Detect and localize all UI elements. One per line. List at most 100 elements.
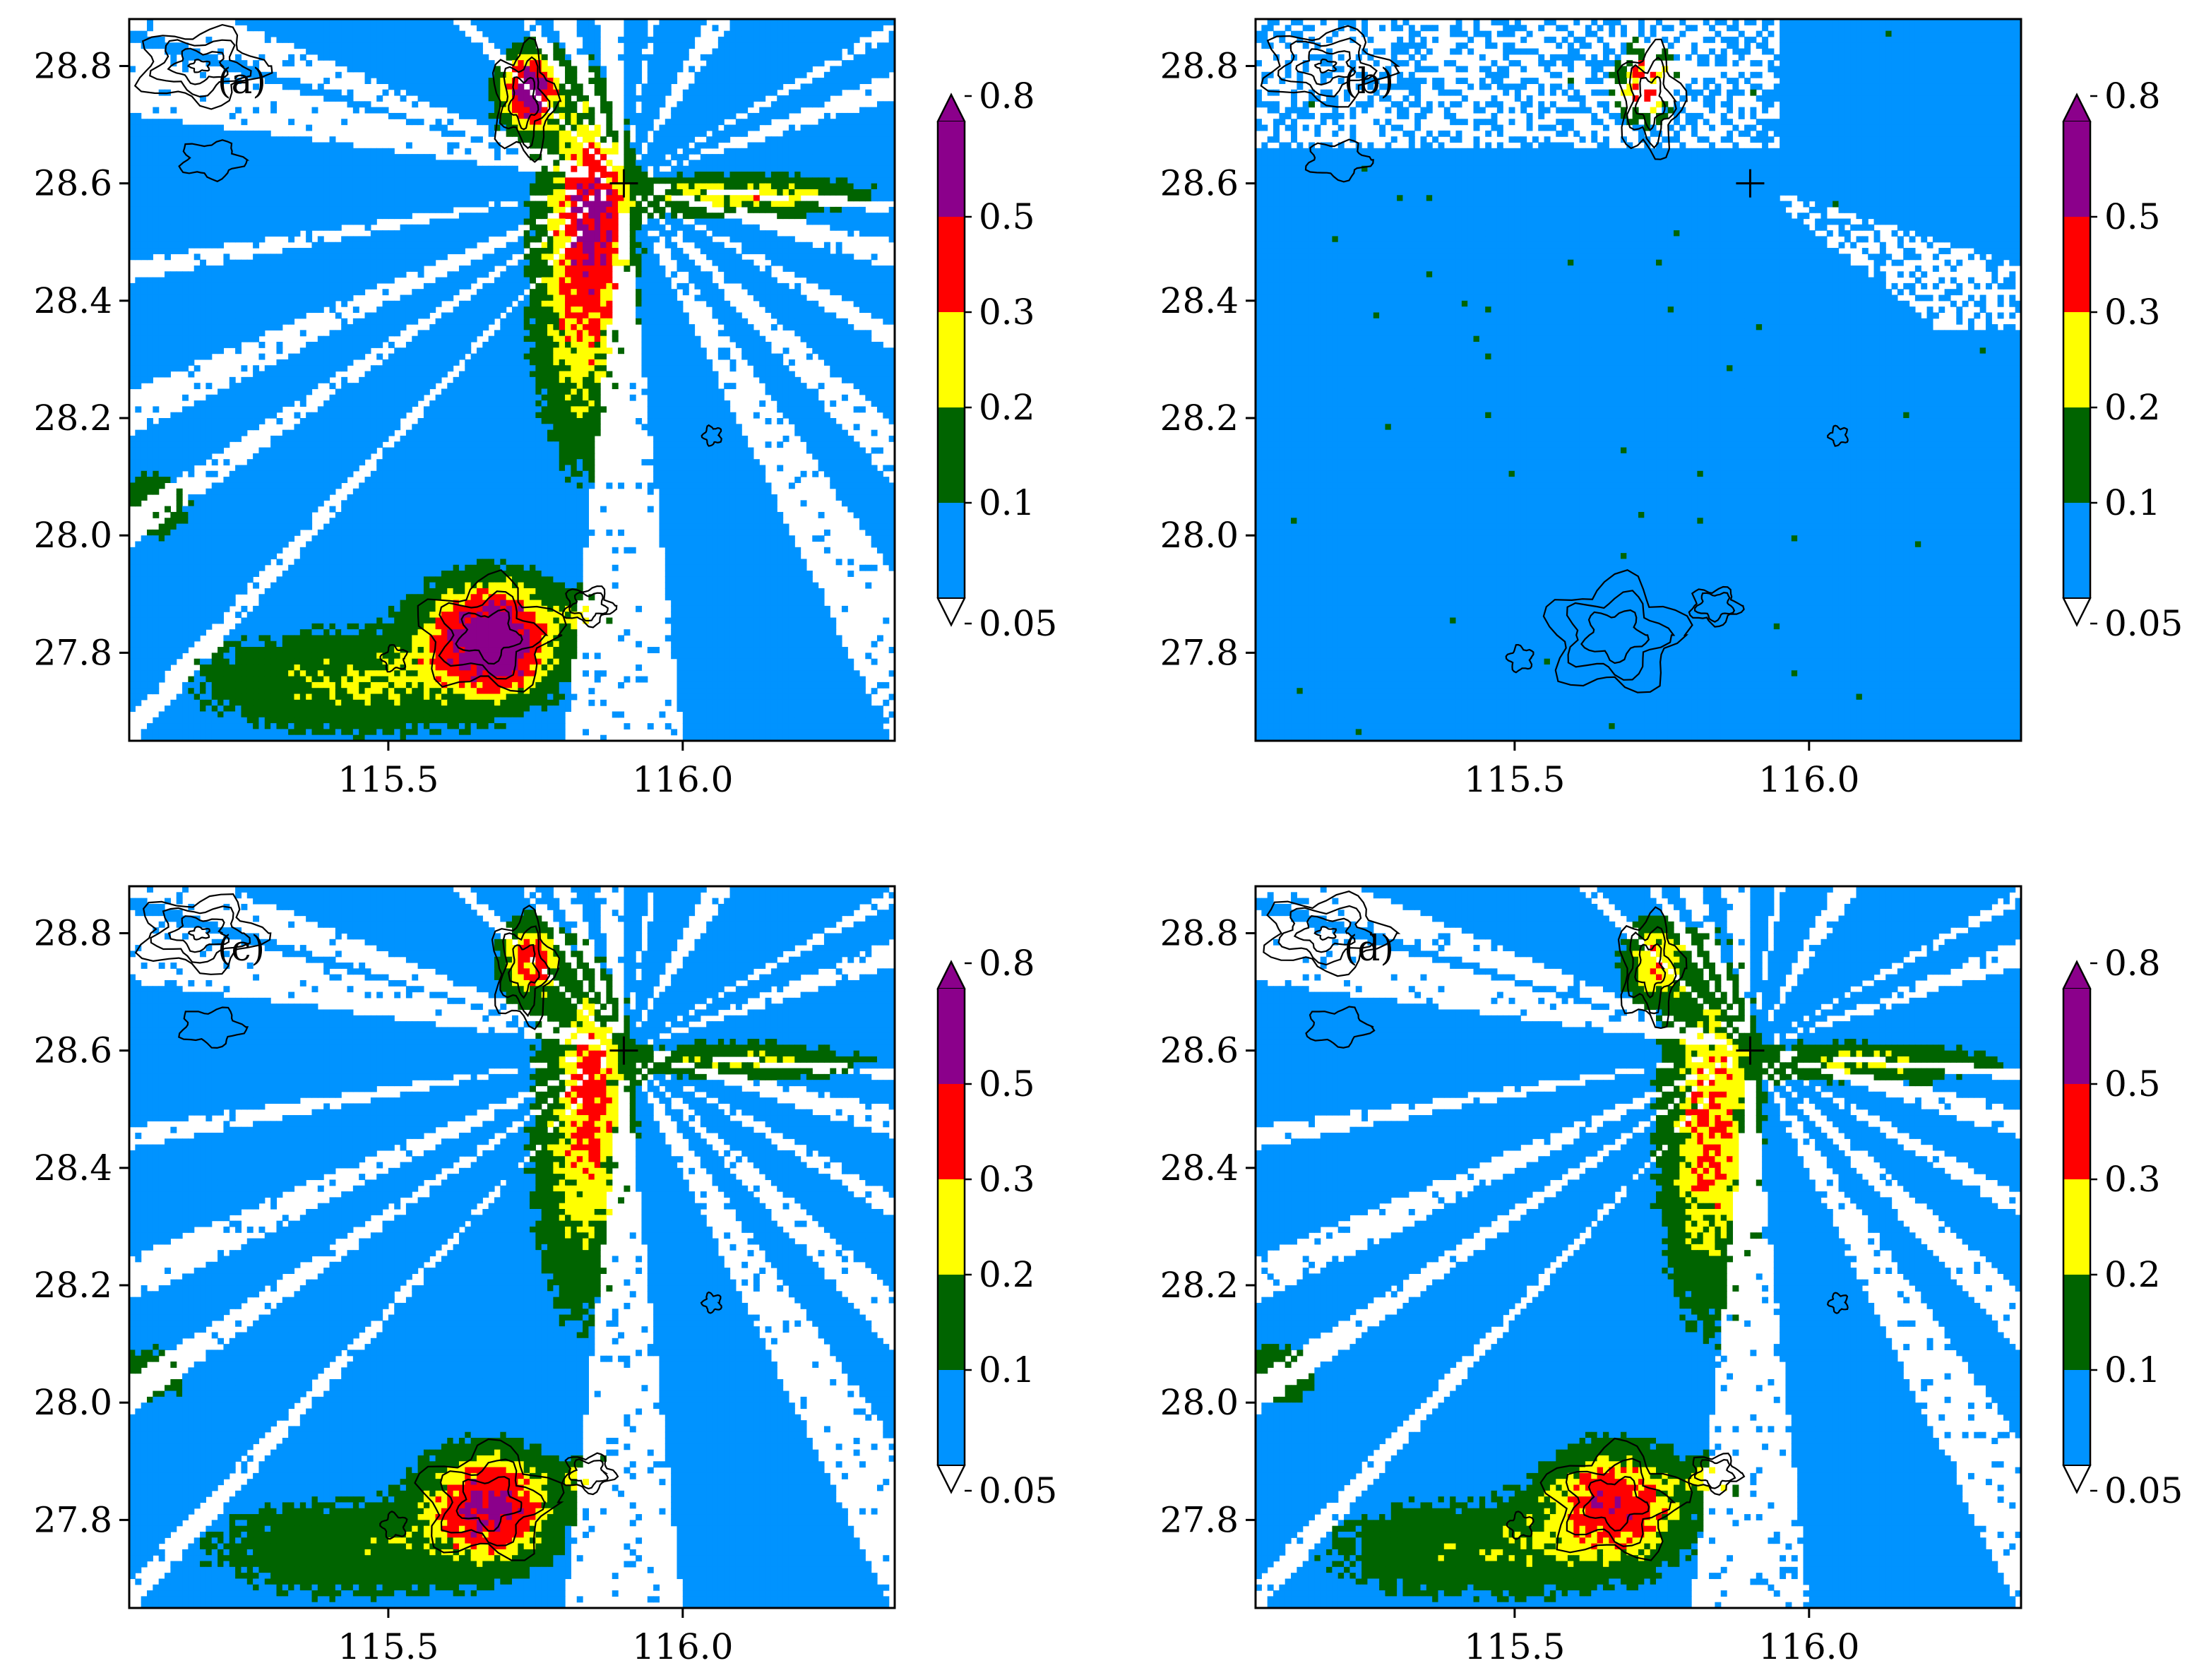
heatmap-cell	[506, 71, 513, 78]
heatmap-cell	[741, 154, 749, 161]
heatmap-cell	[176, 282, 183, 290]
heatmap-cell	[458, 112, 465, 119]
heatmap-cell	[182, 324, 189, 330]
heatmap-cell	[671, 165, 678, 172]
heatmap-cell	[458, 36, 465, 43]
heatmap-cell	[470, 259, 477, 266]
heatmap-cell	[576, 25, 583, 32]
heatmap-cell	[241, 60, 248, 67]
heatmap-cell	[253, 289, 260, 296]
heatmap-cell	[853, 136, 860, 143]
heatmap-cell	[412, 195, 419, 202]
heatmap-cell	[453, 107, 460, 114]
heatmap-cell	[241, 300, 248, 307]
heatmap-cell	[583, 25, 589, 32]
heatmap-cell	[235, 66, 242, 73]
heatmap-cell	[876, 154, 883, 161]
heatmap-cell	[482, 177, 489, 184]
heatmap-cell	[176, 324, 183, 330]
heatmap-cell	[594, 259, 601, 266]
heatmap-cell	[382, 189, 389, 196]
heatmap-cell	[876, 142, 883, 149]
heatmap-cell	[594, 265, 601, 272]
heatmap-cell	[765, 71, 772, 78]
heatmap-cell	[518, 36, 525, 43]
heatmap-cell	[576, 300, 583, 307]
heatmap-cell	[512, 54, 518, 61]
heatmap-cell	[188, 130, 195, 137]
heatmap-cell	[883, 154, 890, 161]
heatmap-cell	[253, 142, 260, 149]
heatmap-cell	[470, 66, 477, 73]
heatmap-cell	[329, 189, 336, 196]
heatmap-cell	[559, 48, 566, 55]
heatmap-cell	[823, 154, 830, 161]
heatmap-cell	[382, 259, 389, 266]
heatmap-cell	[759, 107, 766, 114]
heatmap-cell	[717, 213, 725, 220]
heatmap-cell	[488, 218, 495, 225]
heatmap-cell	[488, 101, 495, 108]
heatmap-cell	[158, 300, 165, 307]
heatmap-cell	[135, 306, 142, 314]
heatmap-cell	[435, 160, 442, 167]
heatmap-cell	[423, 183, 430, 190]
heatmap-cell	[317, 19, 324, 25]
heatmap-cell	[241, 66, 248, 73]
heatmap-cell	[506, 248, 513, 254]
heatmap-cell	[182, 282, 189, 290]
heatmap-cell	[170, 136, 177, 143]
heatmap-cell	[352, 66, 359, 73]
heatmap-cell	[394, 165, 401, 172]
heatmap-cell	[158, 136, 165, 143]
heatmap-cell	[812, 124, 819, 131]
heatmap-cell	[341, 289, 348, 296]
heatmap-cell	[364, 154, 371, 161]
heatmap-cell	[246, 294, 254, 302]
heatmap-cell	[594, 318, 601, 325]
heatmap-cell	[359, 254, 366, 261]
heatmap-cell	[835, 130, 842, 137]
heatmap-cell	[447, 95, 454, 102]
heatmap-cell	[765, 294, 772, 302]
heatmap-cell	[376, 213, 383, 220]
heatmap-cell	[583, 271, 589, 278]
heatmap-cell	[200, 265, 206, 272]
heatmap-cell	[129, 289, 136, 296]
heatmap-cell	[258, 195, 266, 202]
heatmap-cell	[359, 195, 366, 202]
heatmap-cell	[253, 312, 260, 319]
heatmap-cell	[400, 83, 407, 90]
heatmap-cell	[135, 183, 142, 190]
heatmap-cell	[571, 89, 578, 96]
heatmap-cell	[583, 224, 589, 231]
heatmap-cell	[565, 154, 571, 161]
heatmap-cell	[335, 254, 342, 261]
heatmap-cell	[523, 101, 530, 108]
heatmap-cell	[641, 271, 648, 278]
heatmap-cell	[717, 95, 725, 102]
heatmap-cell	[405, 195, 412, 202]
heatmap-cell	[429, 36, 436, 43]
heatmap-cell	[830, 119, 837, 126]
heatmap-cell	[647, 294, 654, 302]
heatmap-cell	[394, 324, 401, 330]
heatmap-cell	[788, 30, 795, 37]
heatmap-cell	[329, 195, 336, 202]
heatmap-cell	[417, 19, 424, 25]
heatmap-cell	[235, 271, 242, 278]
heatmap-cell	[553, 277, 560, 284]
heatmap-cell	[830, 36, 837, 43]
heatmap-cell	[423, 42, 430, 49]
heatmap-cell	[229, 172, 236, 178]
heatmap-cell	[530, 107, 536, 114]
heatmap-cell	[341, 195, 348, 202]
heatmap-cell	[141, 230, 148, 237]
heatmap-cell	[853, 154, 860, 161]
heatmap-cell	[458, 177, 465, 184]
heatmap-cell	[871, 294, 878, 302]
heatmap-cell	[299, 189, 306, 196]
heatmap-cell	[812, 30, 819, 37]
heatmap-cell	[830, 71, 837, 78]
heatmap-cell	[258, 71, 266, 78]
